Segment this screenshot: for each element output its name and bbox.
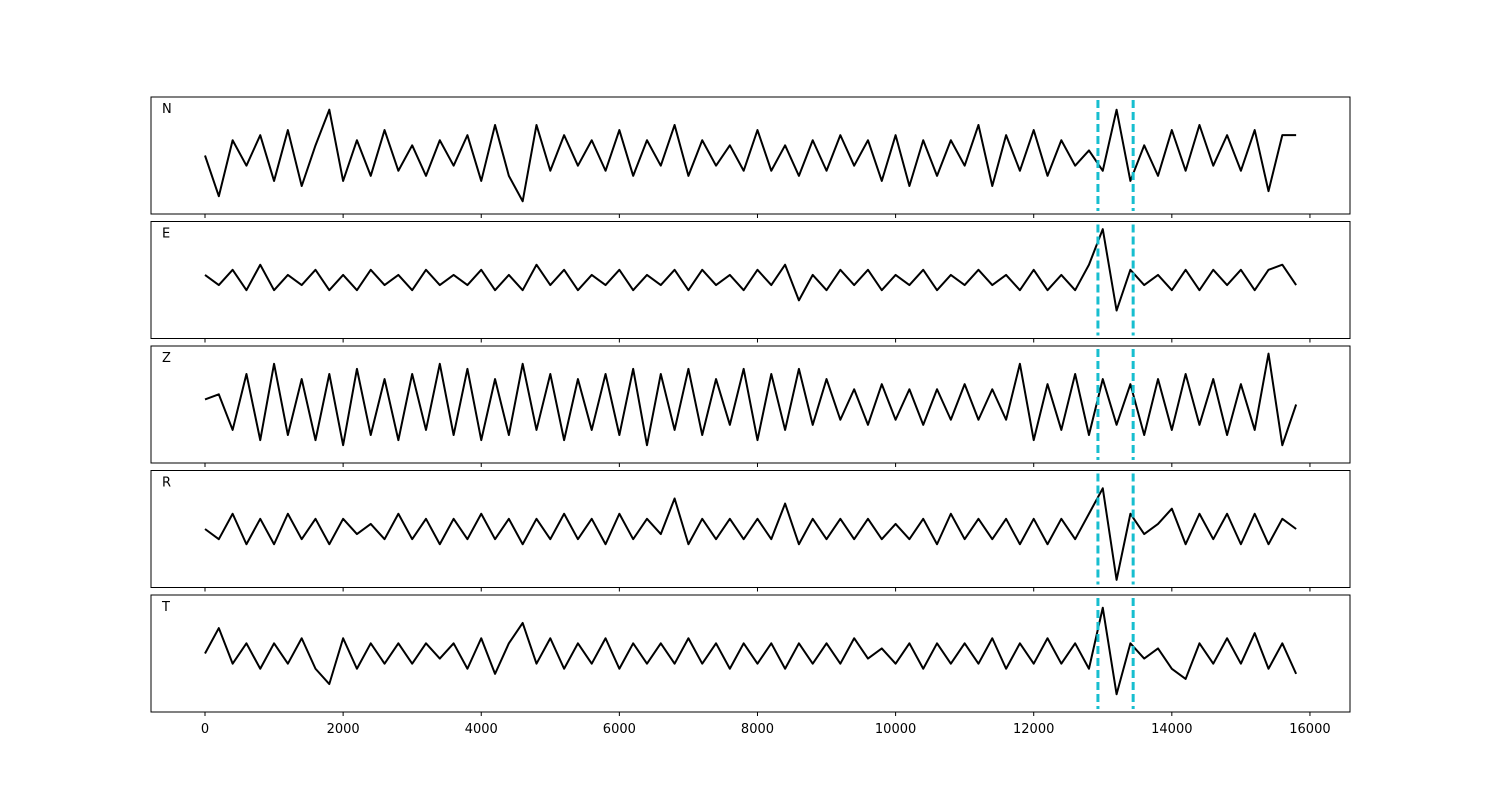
- trace: [204, 352, 1298, 447]
- x-tick-label: 14000: [1151, 722, 1192, 737]
- x-tick-label: 6000: [603, 722, 636, 737]
- x-tick-label: 4000: [465, 722, 498, 737]
- panel-frame: [150, 594, 1351, 713]
- x-tick-label: 10000: [875, 722, 916, 737]
- x-tick-label: 8000: [741, 722, 774, 737]
- panel-label: N: [162, 102, 172, 117]
- x-tick-label: 0: [201, 722, 209, 737]
- panel-label: E: [162, 227, 170, 242]
- panel-label: Z: [162, 351, 171, 366]
- panel-frame: [150, 96, 1351, 215]
- x-tick-label: 2000: [327, 722, 360, 737]
- panel-frame: [150, 221, 1351, 339]
- panel-label: R: [162, 476, 171, 491]
- trace: [204, 487, 1297, 581]
- panel-frame: [150, 345, 1351, 464]
- trace: [204, 228, 1297, 312]
- x-tick-label: 16000: [1289, 722, 1330, 737]
- panel-label: T: [161, 600, 170, 615]
- trace: [204, 606, 1298, 696]
- x-tick-label: 12000: [1013, 722, 1054, 737]
- panel-frame: [150, 470, 1351, 588]
- trace: [204, 108, 1297, 203]
